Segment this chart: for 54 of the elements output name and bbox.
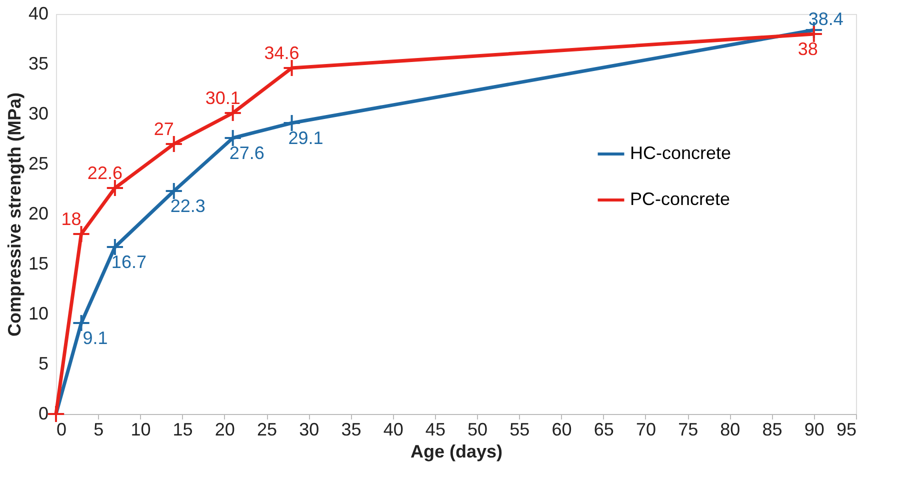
x-tick-label: 70 (636, 420, 656, 440)
data-label: 30.1 (205, 88, 240, 108)
x-tick-label: 95 (836, 420, 856, 440)
point (106, 178, 124, 198)
x-tick-label: 40 (383, 420, 404, 440)
x-axis-title: Age (days) (410, 442, 503, 462)
x-tick-label: 10 (130, 420, 151, 440)
x-tick-label: 60 (552, 420, 572, 440)
data-label: 9.1 (82, 328, 108, 348)
x-tick-label: 55 (510, 420, 530, 440)
legend-label: HC-concrete (630, 143, 732, 163)
x-tick-label: 90 (804, 420, 824, 440)
legend-label: PC-concrete (630, 189, 730, 209)
x-tick-label: 20 (214, 420, 235, 440)
y-tick-label: 15 (28, 254, 48, 274)
x-tick-label: 45 (425, 420, 446, 440)
point (72, 224, 90, 244)
x-tick-label: 75 (678, 420, 698, 440)
data-label: 38 (798, 39, 818, 59)
y-tick-label: 30 (28, 104, 48, 124)
y-tick-label: 35 (28, 54, 48, 74)
point (164, 134, 183, 154)
point (282, 114, 301, 132)
data-label: 29.1 (288, 128, 324, 148)
y-tick-label: 5 (38, 354, 48, 374)
y-tick-label: 40 (28, 4, 48, 24)
point (224, 128, 242, 148)
data-label: 18 (61, 209, 82, 229)
x-tick-label: 30 (299, 420, 320, 440)
point (164, 182, 183, 200)
data-label: 27.6 (229, 143, 264, 163)
x-tick-label: 0 (56, 420, 67, 440)
x-tick-label: 35 (341, 420, 362, 440)
x-tick-label: 85 (762, 420, 782, 440)
x-tick-label: 25 (257, 420, 278, 440)
data-label: 27 (154, 119, 174, 139)
x-tick-label: 5 (94, 420, 104, 440)
y-tick-label: 10 (28, 304, 48, 324)
data-label: 16.7 (111, 252, 146, 272)
y-tick-label: 20 (28, 204, 48, 224)
y-axis-title: Compressive strength (MPa) (4, 92, 24, 337)
x-tick-label: 15 (172, 420, 193, 440)
x-tick-label: 65 (594, 420, 614, 440)
y-tick-label: 0 (38, 404, 48, 424)
y-tick-label: 25 (28, 154, 48, 174)
data-label: 38.4 (808, 9, 844, 29)
point (106, 238, 124, 256)
point (224, 104, 242, 122)
x-tick-label: 80 (720, 420, 740, 440)
data-label: 22.3 (170, 196, 206, 216)
point (72, 314, 90, 332)
x-tick-label: 50 (468, 420, 488, 440)
data-label: 34.6 (264, 43, 300, 63)
data-label: 22.6 (87, 163, 122, 183)
